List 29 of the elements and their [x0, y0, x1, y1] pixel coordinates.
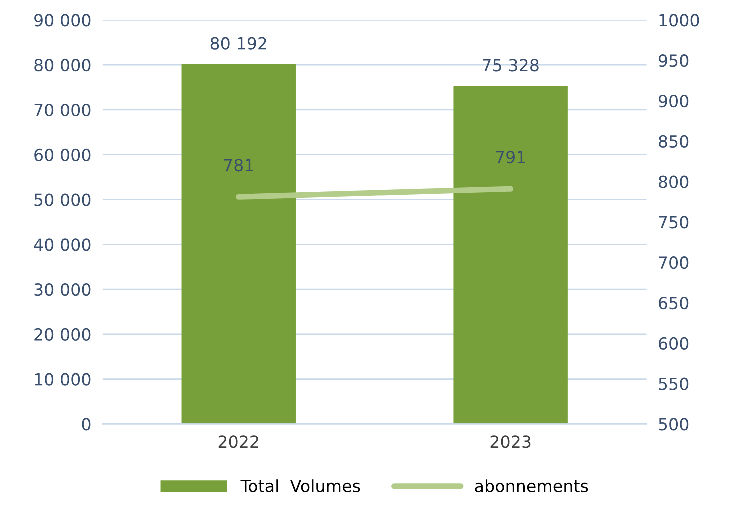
y2-tick-label: 750	[659, 216, 689, 229]
data-label: 80 192	[210, 37, 266, 50]
y-tick-label: 0	[82, 418, 91, 431]
y2-tick-label: 900	[658, 94, 689, 108]
data-label: 791	[496, 151, 526, 164]
y-tick-label: 50 000	[34, 194, 91, 206]
data-label: 75 328	[483, 59, 539, 72]
y2-tick-label: 550	[659, 378, 689, 390]
y-tick-label: 70 000	[34, 104, 91, 117]
x-tick-label: 2023	[490, 436, 531, 448]
y2-tick-label: 800	[659, 176, 689, 188]
y2-tick-label: 850	[659, 135, 689, 148]
data-label: 781	[224, 159, 254, 172]
y2-tick-label: 600	[659, 337, 689, 350]
x-tick-label: 2022	[218, 436, 258, 448]
y2-tick-label: 500	[659, 418, 689, 431]
y2-tick-label: 1000	[660, 14, 700, 27]
y-tick-label: 60 000	[34, 148, 91, 162]
legend-label: Total Volumes	[240, 480, 360, 492]
y-tick-label: 90 000	[34, 14, 91, 27]
y-tick-label: 10 000	[35, 373, 91, 386]
legend-label: abonnements	[475, 480, 588, 492]
y-tick-label: 30 000	[34, 283, 91, 296]
y2-tick-label: 950	[658, 54, 689, 68]
y-tick-label: 80 000	[34, 59, 91, 72]
y2-tick-label: 700	[659, 256, 689, 270]
y-tick-label: 40 000	[34, 238, 91, 252]
y-tick-label: 20 000	[34, 328, 91, 341]
y2-tick-label: 650	[659, 296, 689, 310]
